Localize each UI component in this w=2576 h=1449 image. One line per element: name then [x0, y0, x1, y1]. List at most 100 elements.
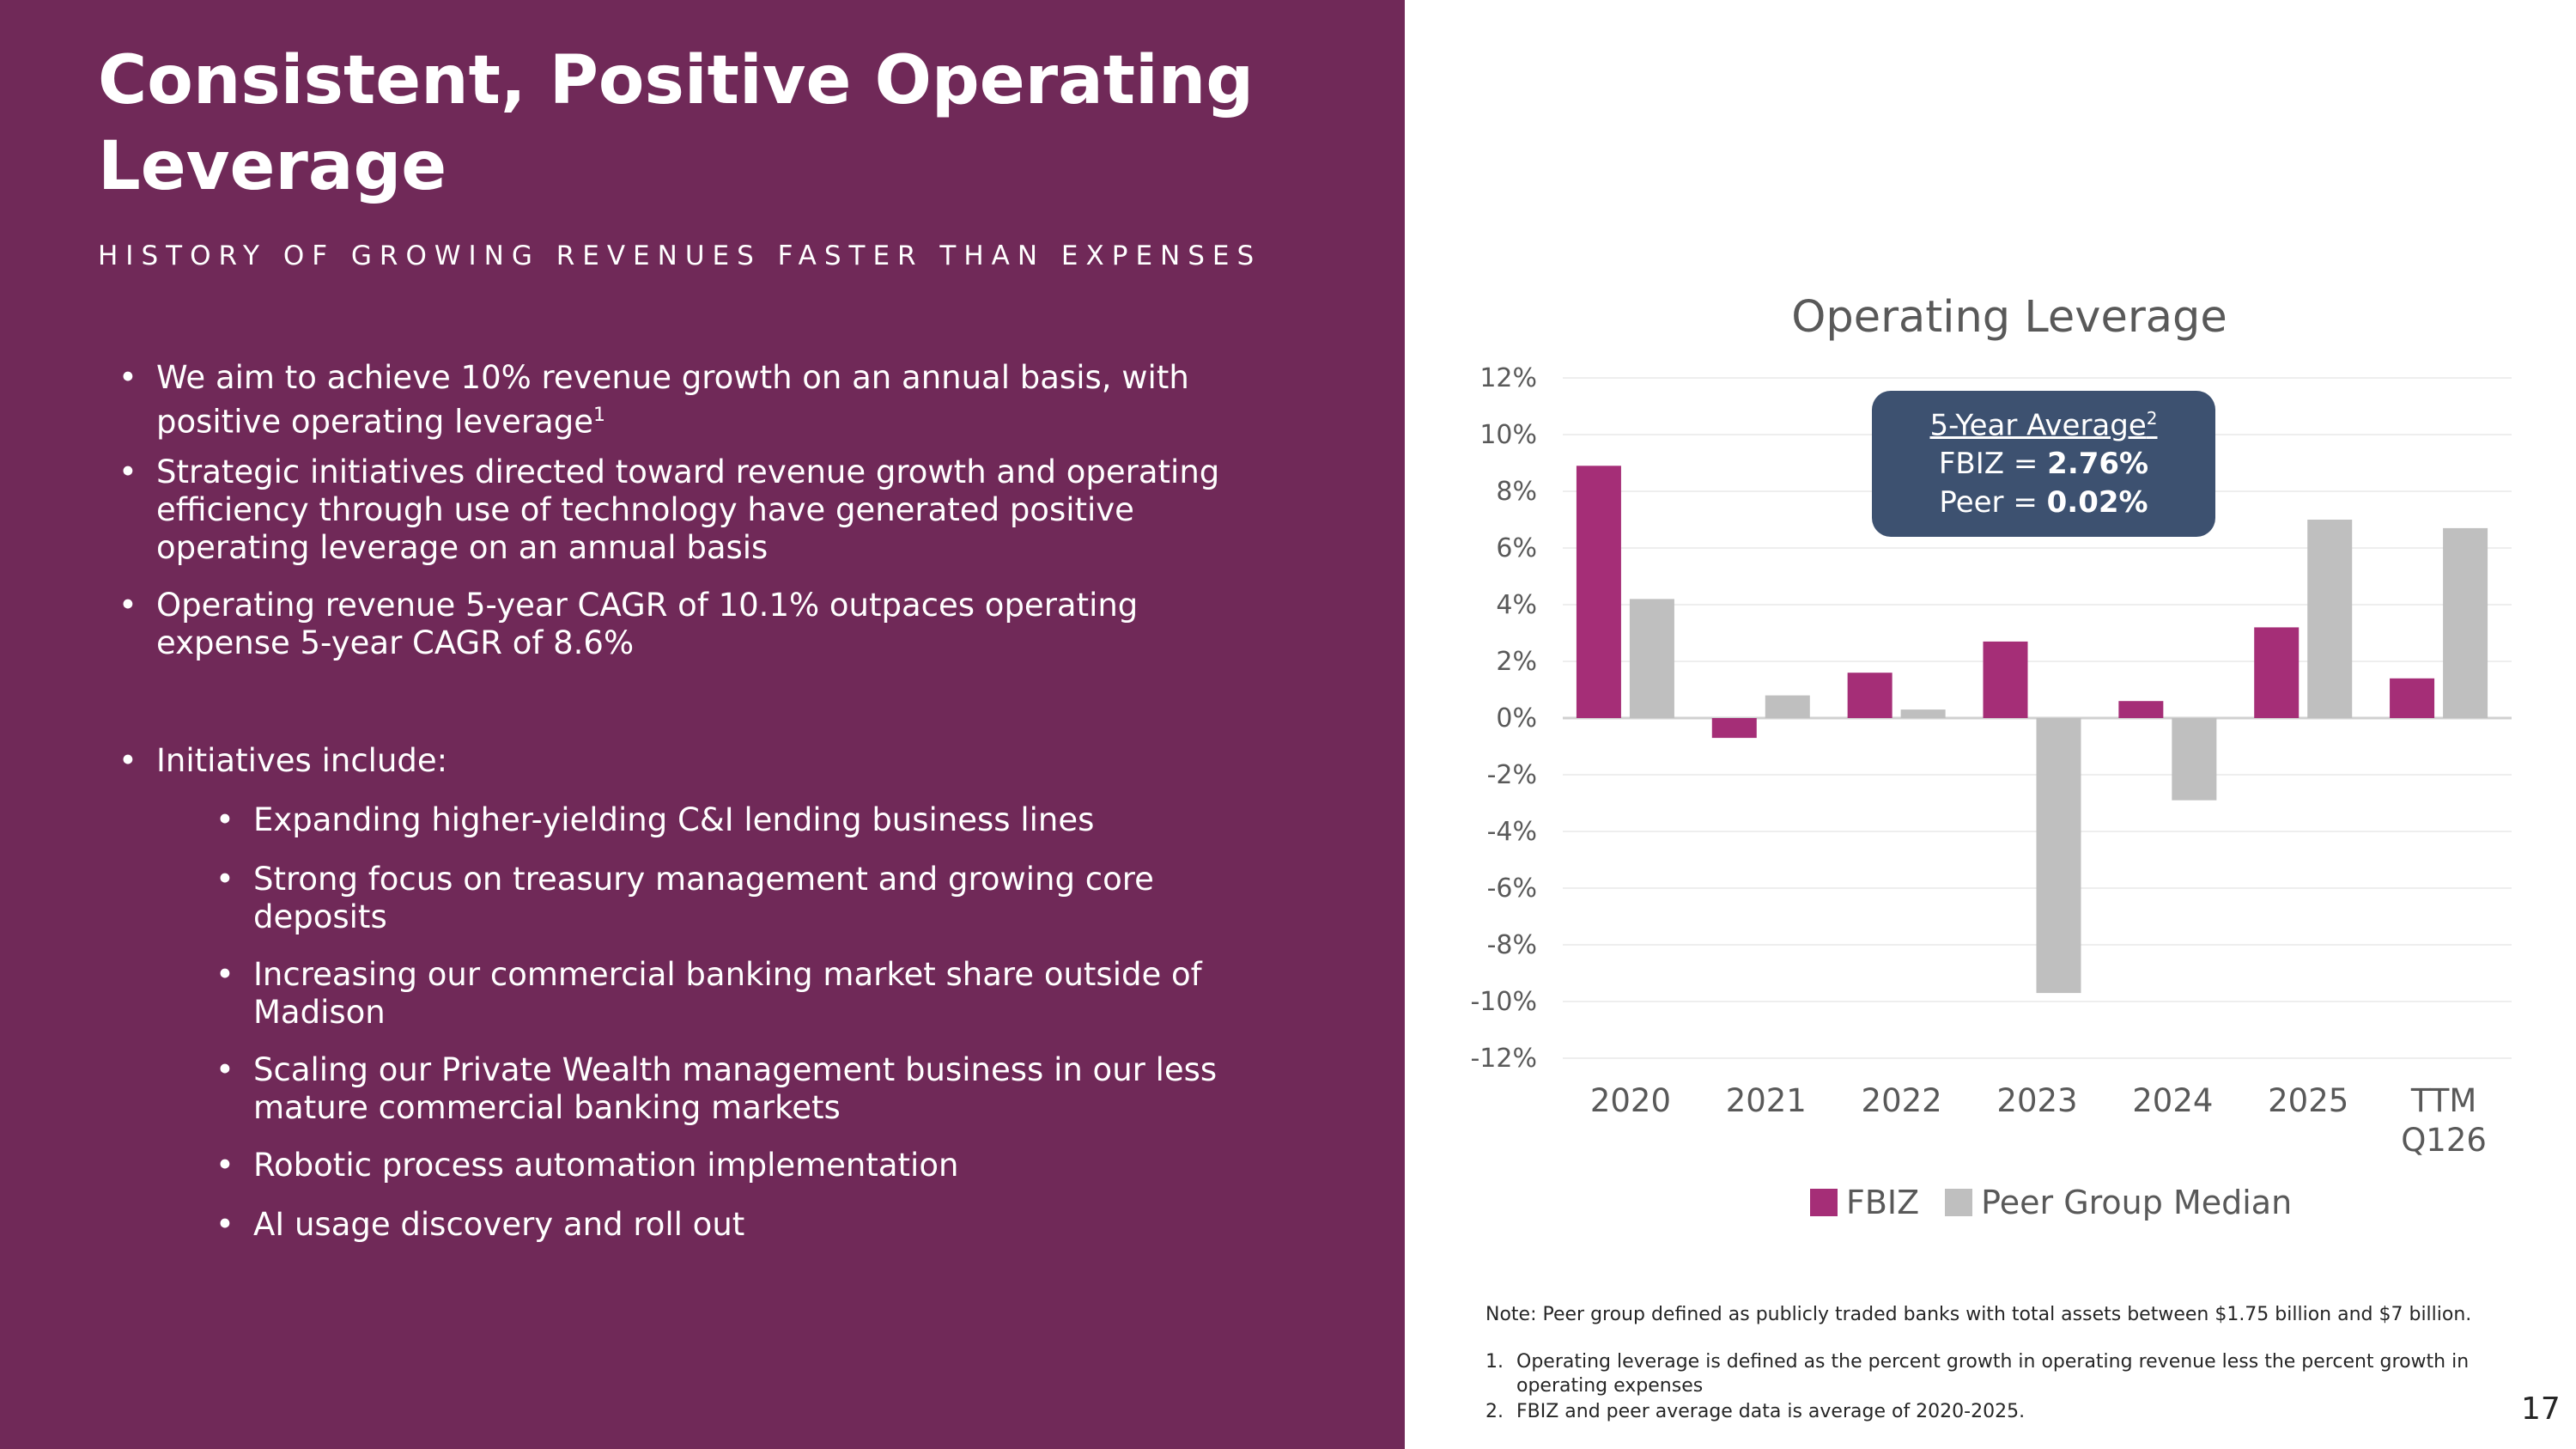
legend-item-fbiz: FBIZ — [1810, 1184, 1919, 1221]
bullet-dot: • — [216, 801, 234, 838]
bullet-text: deposits — [253, 898, 387, 935]
bullet-text: operating leverage on an annual basis — [156, 529, 769, 566]
legend-label-peer: Peer Group Median — [1981, 1184, 2293, 1221]
bullet-text: Initiatives include: — [156, 742, 448, 779]
footnote-2: 2. FBIZ and peer average data is average… — [1485, 1400, 2026, 1424]
bullet-initiatives: • Initiatives include: — [118, 742, 448, 780]
sub-bullet-private-wealth: • Scaling our Private Wealth management … — [216, 1051, 1218, 1127]
chart-title: Operating Leverage — [1791, 292, 2227, 343]
bullet-dot: • — [216, 861, 234, 898]
y-tick-label: -2% — [1487, 760, 1537, 790]
page-subtitle: HISTORY OF GROWING REVENUES FASTER THAN … — [98, 240, 1262, 271]
bullet-text: Increasing our commercial banking market… — [253, 956, 1202, 993]
bullet-text: expense 5-year CAGR of 8.6% — [156, 624, 635, 661]
average-peer-value: 0.02% — [2046, 485, 2148, 521]
bullet-revenue-goal: • We aim to achieve 10% revenue growth o… — [118, 359, 1189, 441]
y-tick-label: 0% — [1496, 703, 1537, 734]
sub-bullet-rpa: • Robotic process automation implementat… — [216, 1147, 959, 1184]
bullet-dot: • — [118, 587, 137, 624]
y-tick-label: -4% — [1487, 817, 1537, 847]
legend-swatch-peer — [1945, 1189, 1973, 1216]
x-tick-label: 2024 — [2132, 1082, 2213, 1119]
footnote-text: operating expenses — [1516, 1375, 1704, 1397]
average-fbiz-value: 2.76% — [2047, 447, 2149, 482]
page-number: 17 — [2521, 1391, 2561, 1427]
x-tick-label: 2020 — [1590, 1082, 1671, 1119]
y-tick-label: 8% — [1496, 477, 1537, 507]
legend-label-fbiz: FBIZ — [1846, 1184, 1920, 1221]
y-tick-label: 2% — [1496, 647, 1537, 677]
average-peer-label: Peer = — [1939, 485, 2047, 521]
sub-bullet-treasury: • Strong focus on treasury management an… — [216, 861, 1154, 936]
left-panel — [0, 0, 1405, 1449]
footnote-number: 1. — [1485, 1351, 1504, 1373]
y-tick-label: 6% — [1496, 533, 1537, 563]
bar-fbiz — [2254, 627, 2300, 718]
bullet-text: mature commercial banking markets — [253, 1089, 841, 1126]
legend-swatch-fbiz — [1810, 1189, 1838, 1216]
bullet-text: Expanding higher-yielding C&I lending bu… — [253, 801, 1095, 838]
bar-peer — [2443, 527, 2488, 718]
sub-bullet-ai: • AI usage discovery and roll out — [216, 1206, 745, 1244]
bar-fbiz — [1983, 641, 2028, 718]
footnote-number: 2. — [1485, 1401, 1504, 1422]
bullet-dot: • — [118, 742, 137, 779]
bullet-text: AI usage discovery and roll out — [253, 1206, 745, 1243]
bullet-cagr: • Operating revenue 5-year CAGR of 10.1%… — [118, 587, 1139, 662]
y-tick-label: -6% — [1487, 874, 1537, 904]
y-tick-label: -8% — [1487, 930, 1537, 960]
bullet-text: Robotic process automation implementatio… — [253, 1147, 959, 1184]
bar-peer — [1629, 599, 1674, 718]
bullet-text: Strategic initiatives directed toward re… — [156, 454, 1220, 490]
footnote-marker: 1 — [593, 405, 605, 426]
bullet-text: Operating revenue 5-year CAGR of 10.1% o… — [156, 587, 1139, 624]
operating-leverage-chart: 12% 10% 8% 6% 4% 2% 0% -2% -4% -6% -8% -10% -12% 2020… — [1470, 363, 2512, 1159]
footnote-text: Operating leverage is defined as the per… — [1516, 1351, 2470, 1373]
footnote-1: 1. Operating leverage is defined as the … — [1485, 1350, 2470, 1398]
bar-fbiz — [2390, 678, 2435, 718]
y-tick-label: -12% — [1470, 1044, 1537, 1074]
chart-legend: FBIZ Peer Group Median — [1810, 1184, 2318, 1221]
bar-fbiz — [1711, 718, 1757, 739]
bullet-dot: • — [118, 359, 137, 396]
bar-peer — [1900, 709, 1946, 718]
sub-bullet-market-share: • Increasing our commercial banking mark… — [216, 956, 1202, 1032]
bar-peer — [1765, 695, 1810, 718]
bullet-text: We aim to achieve 10% revenue growth on … — [156, 359, 1189, 396]
bullet-dot: • — [118, 454, 137, 490]
bullet-dot: • — [216, 1051, 234, 1088]
bar-peer — [2036, 718, 2081, 994]
bar-fbiz — [1847, 673, 1893, 718]
x-tick-label: 2025 — [2268, 1082, 2348, 1119]
x-tick-label: Q126 — [2401, 1122, 2487, 1159]
bullet-strategic-initiatives: • Strategic initiatives directed toward … — [118, 454, 1220, 567]
bar-peer — [2172, 718, 2217, 801]
sub-bullet-ci-lending: • Expanding higher-yielding C&I lending … — [216, 801, 1095, 839]
x-tick-label: 2022 — [1862, 1082, 1942, 1119]
y-tick-label: -10% — [1470, 987, 1537, 1017]
average-box-title: 5-Year Average — [1929, 408, 2147, 443]
bullet-text: positive operating leverage — [156, 403, 593, 441]
bullet-text: Strong focus on treasury management and … — [253, 861, 1154, 898]
average-fbiz-label: FBIZ = — [1938, 447, 2048, 482]
y-tick-label: 10% — [1479, 420, 1537, 450]
bullet-text: efficiency through use of technology hav… — [156, 491, 1134, 528]
bar-peer — [2307, 520, 2353, 718]
legend-item-peer: Peer Group Median — [1945, 1184, 2292, 1221]
bar-fbiz — [2118, 701, 2164, 718]
page-title: Consistent, Positive Operating Leverage — [98, 42, 1255, 205]
bullet-dot: • — [216, 1206, 234, 1243]
bullet-dot: • — [216, 1147, 234, 1184]
y-tick-label: 12% — [1479, 363, 1537, 393]
x-tick-label: 2023 — [1996, 1082, 2077, 1119]
footnote-marker: 2 — [2146, 408, 2158, 429]
x-tick-label: 2021 — [1726, 1082, 1807, 1119]
peer-group-note: Note: Peer group defined as publicly tra… — [1485, 1304, 2472, 1325]
bullet-dot: • — [216, 956, 234, 993]
y-tick-label: 4% — [1496, 590, 1537, 620]
bullet-text: Scaling our Private Wealth management bu… — [253, 1051, 1218, 1088]
five-year-average-box: 5-Year Average2 FBIZ = 2.76% Peer = 0.02… — [1872, 391, 2215, 537]
footnote-text: FBIZ and peer average data is average of… — [1516, 1401, 2026, 1422]
bullet-text: Madison — [253, 994, 386, 1031]
x-tick-label: TTM — [2410, 1082, 2476, 1119]
